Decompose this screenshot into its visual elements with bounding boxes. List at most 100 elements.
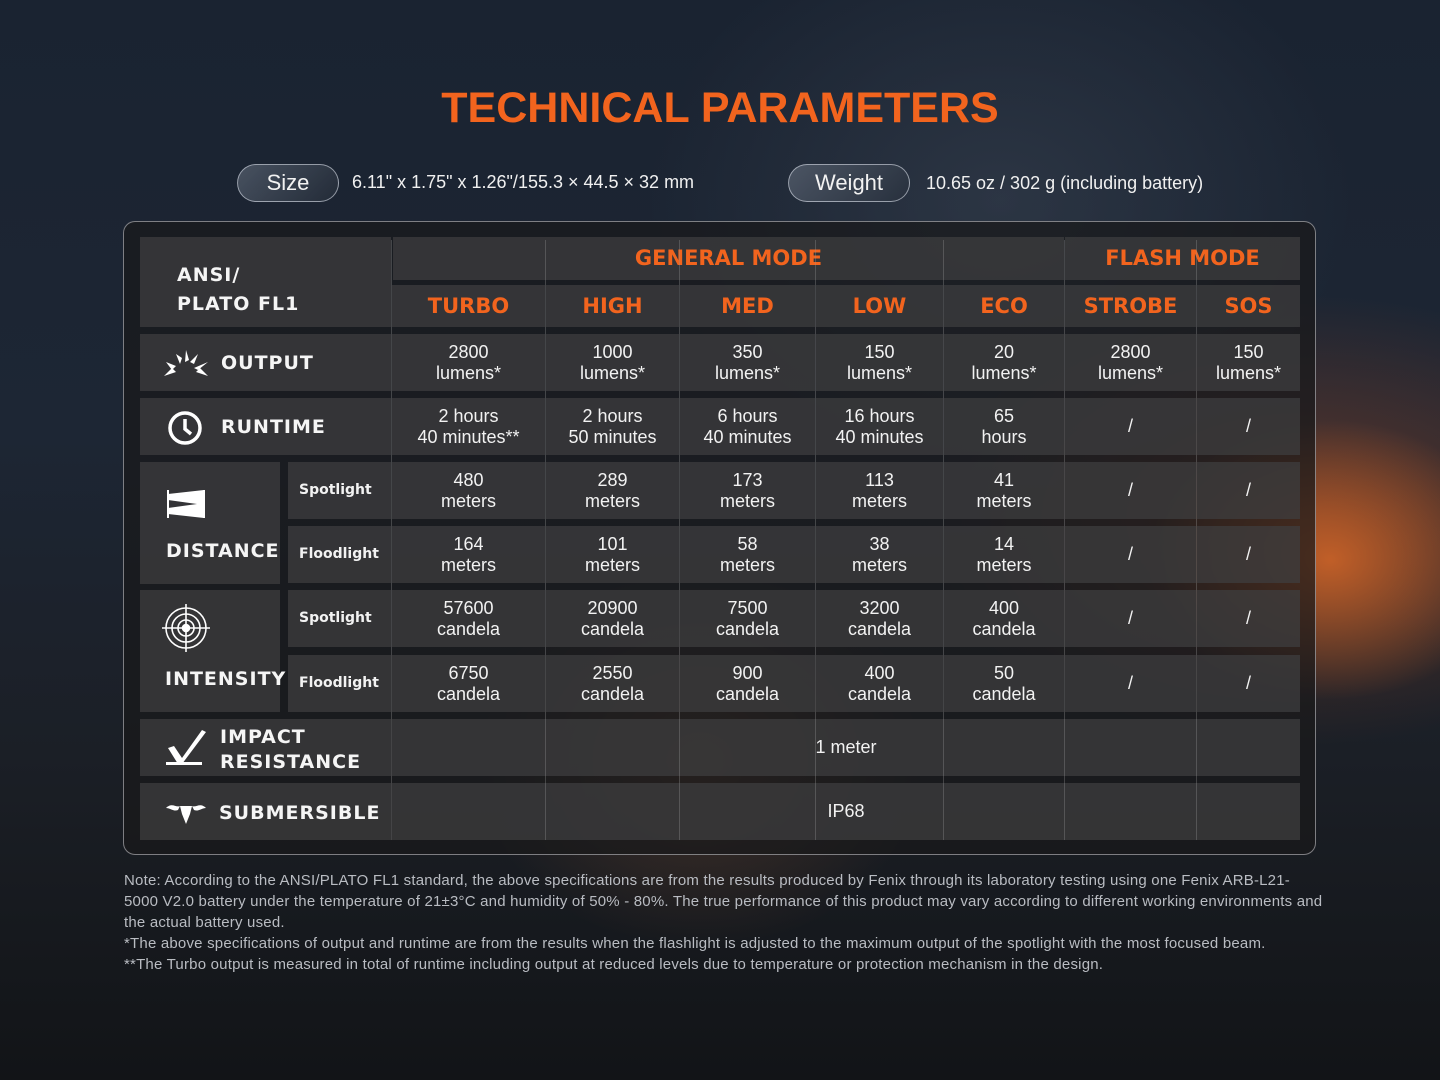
cell-value-line: 50 minutes	[568, 426, 657, 447]
mode-header-med: MED	[680, 285, 815, 327]
row-label-impact-line2: RESISTANCE	[220, 751, 362, 773]
cell-value-line: candela	[580, 618, 645, 639]
cell-value-line: 58	[737, 533, 758, 554]
cell-value-line: meters	[851, 490, 907, 511]
cell-value-line: 101	[597, 533, 628, 554]
cell-value-line: 6750	[448, 662, 489, 683]
table-cell: 65 hours	[944, 398, 1064, 455]
value-impact: 1 meter	[392, 719, 1300, 776]
cell-value-line: lumens*	[714, 362, 781, 383]
flash-mode-header: FLASH MODE	[1065, 237, 1300, 280]
sub-label-floodlight: Floodlight	[288, 526, 391, 583]
table-cell: 150 lumens*	[816, 334, 943, 391]
cell-value-line: 2800	[1110, 341, 1151, 362]
sub-label-floodlight: Floodlight	[288, 655, 391, 712]
cell-value-line: 3200	[859, 597, 900, 618]
table-cell: 16 hours 40 minutes	[816, 398, 943, 455]
value-submersible: IP68	[392, 783, 1300, 840]
cell-value-line: candela	[847, 683, 912, 704]
table-cell: /	[1197, 462, 1300, 519]
cell-value-line: candela	[715, 618, 780, 639]
cell-value-line: meters	[719, 490, 775, 511]
cell-value-line: 20	[993, 341, 1015, 362]
cell-value-line: lumens*	[1097, 362, 1164, 383]
note-double-asterisk: **The Turbo output is measured in total …	[124, 956, 1104, 973]
mode-header-low: LOW	[816, 285, 943, 327]
table-cell: 20900 candela	[546, 590, 679, 647]
page-title: TECHNICAL PARAMETERS	[441, 84, 999, 132]
table-cell: 6750 candela	[392, 655, 545, 712]
cell-value-line: /	[1127, 544, 1133, 564]
mode-header-sos: SOS	[1197, 285, 1300, 327]
cell-value-line: 480	[453, 469, 484, 490]
mode-header-high: HIGH	[546, 285, 679, 327]
table-cell: 150 lumens*	[1197, 334, 1300, 391]
cell-value-line: lumens*	[971, 362, 1037, 383]
mode-header-eco: ECO	[944, 285, 1064, 327]
cell-value-line: meters	[584, 490, 640, 511]
cell-value-line: candela	[436, 683, 501, 704]
cell-value-line: 7500	[727, 597, 768, 618]
table-cell: 38 meters	[816, 526, 943, 583]
row-label-cell	[140, 398, 391, 455]
table-cell: 400 candela	[816, 655, 943, 712]
table-cell: /	[1065, 398, 1196, 455]
cell-value-line: meters	[976, 554, 1032, 575]
table-cell: 50 candela	[944, 655, 1064, 712]
cell-value-line: 57600	[443, 597, 494, 618]
row-label-submersible: SUBMERSIBLE	[219, 802, 381, 824]
cell-value-line: /	[1127, 480, 1133, 500]
cell-value-line: 6 hours	[717, 405, 778, 426]
cell-value-line: candela	[972, 618, 1036, 639]
column-divider	[1196, 240, 1197, 840]
cell-value-line: 400	[988, 597, 1020, 618]
cell-value-line: /	[1245, 673, 1251, 693]
mode-header-turbo: TURBO	[392, 285, 545, 327]
table-cell: 2800 lumens*	[1065, 334, 1196, 391]
sub-label-spotlight: Spotlight	[288, 462, 391, 519]
cell-value-line: 400	[864, 662, 895, 683]
table-cell: 2800 lumens*	[392, 334, 545, 391]
cell-value-line: /	[1245, 608, 1251, 628]
cell-value-line: candela	[580, 683, 645, 704]
cell-value-line: 2550	[592, 662, 633, 683]
table-cell: 2 hours 50 minutes	[546, 398, 679, 455]
table-cell: 3200 candela	[816, 590, 943, 647]
cell-value-line: lumens*	[846, 362, 913, 383]
table-cell: 400 candela	[944, 590, 1064, 647]
header-corner-cell	[140, 237, 391, 327]
cell-value-line: 289	[597, 469, 628, 490]
column-divider	[545, 240, 546, 840]
table-cell: /	[1065, 526, 1196, 583]
table-cell: 173 meters	[680, 462, 815, 519]
cell-value-line: meters	[976, 490, 1032, 511]
weight-badge: Weight	[788, 164, 910, 202]
cell-value-line: 50	[993, 662, 1015, 683]
cell-value-line: 2800	[448, 341, 489, 362]
cell-value-line: /	[1127, 608, 1133, 628]
corner-label-line1: ANSI/	[177, 264, 241, 286]
table-cell: 57600 candela	[392, 590, 545, 647]
cell-value-line: 20900	[587, 597, 638, 618]
general-mode-header: GENERAL MODE	[393, 237, 1064, 280]
cell-value-line: lumens*	[1215, 362, 1282, 383]
cell-value-line: candela	[847, 618, 912, 639]
size-badge: Size	[237, 164, 339, 202]
cell-value-line: 14	[993, 533, 1015, 554]
table-cell: 101 meters	[546, 526, 679, 583]
cell-value-line: 65	[993, 405, 1015, 426]
cell-value-line: 2 hours	[438, 405, 499, 426]
cell-value-line: 40 minutes	[703, 426, 792, 447]
column-divider	[391, 240, 392, 840]
table-cell: 2 hours 40 minutes**	[392, 398, 545, 455]
cell-value-line: meters	[440, 490, 496, 511]
table-cell: 1000 lumens*	[546, 334, 679, 391]
cell-value-line: candela	[715, 683, 780, 704]
cell-value-line: 150	[864, 341, 895, 362]
table-cell: 14 meters	[944, 526, 1064, 583]
cell-value-line: lumens*	[435, 362, 502, 383]
corner-label-line2: PLATO FL1	[177, 293, 300, 315]
cell-value-line: meters	[584, 554, 640, 575]
note-asterisk: *The above specifications of output and …	[124, 935, 1266, 952]
light-burst-icon	[162, 348, 210, 383]
